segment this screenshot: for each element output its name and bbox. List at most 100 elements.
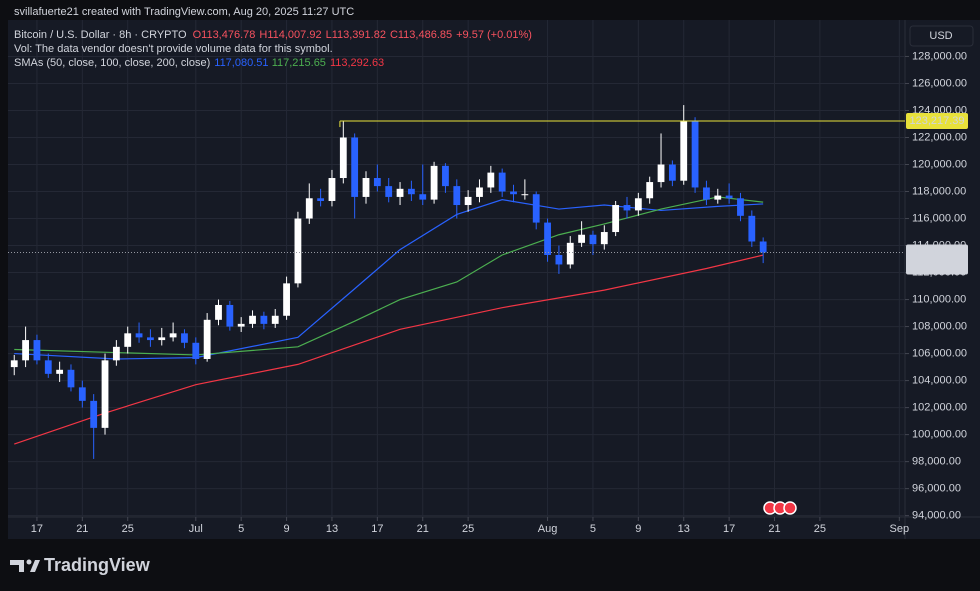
y-tick-label: 110,000.00 [912, 293, 966, 305]
candle-body [373, 178, 381, 187]
candle-body [691, 121, 699, 188]
candle-body [646, 182, 654, 199]
sma-legend: SMAs (50, close, 100, close, 200, close)… [14, 57, 384, 69]
plot-area [8, 20, 905, 517]
candle-body [101, 360, 109, 428]
candle-body [385, 186, 393, 197]
x-tick-label: 21 [768, 523, 780, 535]
level-label-box [906, 113, 968, 130]
y-tick-label: 98,000.00 [912, 456, 961, 468]
candle-body [192, 342, 200, 359]
x-tick-label: 25 [462, 523, 474, 535]
candle-body [226, 304, 234, 327]
y-tick-label: 102,000.00 [912, 402, 967, 414]
candle-body [294, 218, 302, 284]
x-tick-label: 17 [723, 523, 735, 535]
candle-body [260, 315, 268, 324]
candle-body [555, 254, 563, 265]
candle-body [430, 165, 438, 200]
candle-body [510, 191, 517, 195]
x-tick-label: 17 [31, 523, 43, 535]
candle-body [657, 164, 665, 183]
candle-body [623, 205, 631, 211]
x-tick-label: 21 [417, 523, 429, 535]
candle-body [453, 186, 461, 206]
event-icon[interactable] [783, 501, 797, 515]
candle-body [203, 319, 211, 359]
candle-body [612, 205, 620, 233]
logo-mark [30, 560, 40, 572]
candle-body [10, 360, 18, 368]
logo: TradingView [10, 555, 151, 575]
candle-body [249, 315, 256, 324]
candle-body [112, 346, 120, 361]
candle-body [407, 188, 415, 195]
x-tick-label: 9 [284, 523, 290, 535]
sma-line [14, 254, 764, 445]
chart-title: svillafuerte21 created with TradingView.… [14, 6, 354, 18]
logo-mark [10, 560, 24, 572]
events[interactable] [763, 501, 797, 515]
y-tick-label: 100,000.00 [912, 429, 967, 441]
candle-body [476, 187, 483, 197]
x-tick-label: 13 [326, 523, 338, 535]
y-tick-label: 106,000.00 [912, 347, 967, 359]
candle-body [600, 232, 608, 245]
candle-body [44, 360, 52, 374]
x-tick-label: 21 [76, 523, 88, 535]
candle-body [158, 337, 166, 341]
x-tick-label: 9 [635, 523, 641, 535]
candle-body [396, 188, 404, 197]
candle-body [442, 165, 449, 187]
candle-body [566, 242, 574, 265]
sma-value: 117,080.51 [214, 57, 268, 69]
x-tick-label: 17 [371, 523, 383, 535]
candle-body [78, 387, 86, 401]
sma-title: SMAs (50, close, 100, close, 200, close) [14, 57, 210, 69]
candle-body [487, 172, 495, 188]
candle-body [759, 241, 767, 253]
candle-body [56, 369, 64, 374]
candle-body [169, 333, 177, 338]
candle-body [215, 304, 222, 320]
candle-body [181, 333, 188, 343]
x-tick-label: 25 [814, 523, 826, 535]
candle-body [283, 283, 290, 316]
price-label: 113,486.85 [910, 246, 964, 258]
candle-body [317, 198, 325, 201]
ohlc: L113,391.82 [326, 29, 386, 41]
ohlc: H114,007.92 [259, 29, 321, 41]
candle-body [737, 198, 744, 216]
candle-body [22, 340, 29, 361]
y-tick-label: 116,000.00 [912, 212, 966, 224]
candle-body [135, 333, 143, 338]
candle-body [544, 222, 551, 255]
change: +9.57 (+0.01%) [456, 29, 532, 41]
y-tick-label: 122,000.00 [912, 131, 967, 143]
y-tick-label: 94,000.00 [912, 510, 961, 522]
sma-value: 113,292.63 [330, 57, 384, 69]
countdown: 04:32:09 [916, 259, 959, 271]
logo-mark [26, 559, 32, 565]
y-tick-label: 128,000.00 [912, 50, 967, 62]
candle-body [351, 137, 359, 197]
level-label: 123,217.39 [909, 115, 964, 127]
ohlc: C113,486.85 [390, 29, 452, 41]
x-tick-label: 13 [678, 523, 690, 535]
y-tick-label: 118,000.00 [912, 185, 966, 197]
candle-body [305, 198, 313, 219]
currency[interactable]: USD [929, 30, 952, 42]
x-tick-label: 25 [122, 523, 134, 535]
candle-body [578, 234, 586, 243]
candle-body [147, 337, 154, 341]
candle-body [668, 164, 676, 181]
currency-box[interactable] [909, 25, 974, 47]
candle-body [748, 215, 756, 242]
candle-body [714, 195, 722, 200]
x-tick-label: Aug [538, 523, 558, 535]
candle-body [419, 194, 427, 200]
candle-body [328, 178, 336, 201]
candle-body [634, 198, 642, 211]
